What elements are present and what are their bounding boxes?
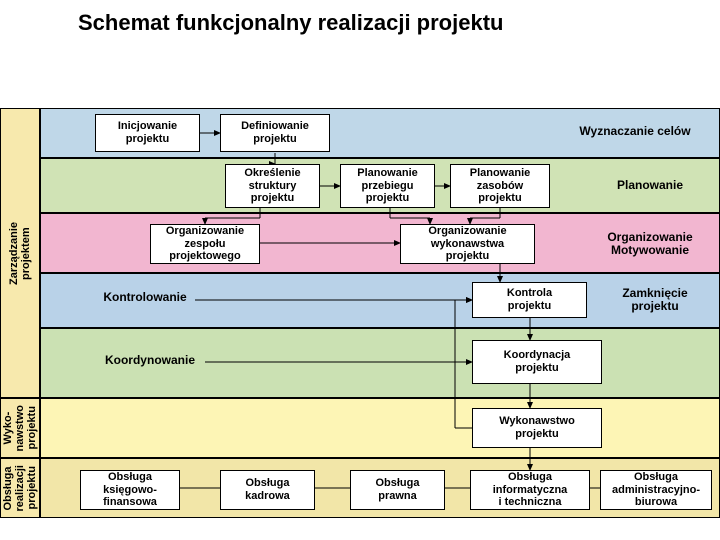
box-obsluga-admin: Obsługaadministracyjno-biurowa xyxy=(600,470,712,510)
box-koordynacja: Koordynacjaprojektu xyxy=(472,340,602,384)
sidebar-wykonawstwo: Wyko-nawstwoprojektu xyxy=(0,398,40,458)
sidebar-label: Wyko-nawstwoprojektu xyxy=(2,405,38,451)
box-org-wykonawstwa: Organizowaniewykonawstwaprojektu xyxy=(400,224,535,264)
box-org-zespolu: Organizowaniezespołuprojektowego xyxy=(150,224,260,264)
diagram-canvas: Zarządzanieprojektem Wyko-nawstwoprojekt… xyxy=(0,46,720,526)
label-kontrolowanie: Kontrolowanie xyxy=(90,286,200,310)
box-plan-przebiegu: Planowanieprzebieguprojektu xyxy=(340,164,435,208)
box-inicjowanie: Inicjowanieprojektu xyxy=(95,114,200,152)
sidebar-label: Zarządzanieprojektem xyxy=(8,222,32,285)
box-definiowanie: Definiowanieprojektu xyxy=(220,114,330,152)
box-okreslenie: Określeniestrukturyprojektu xyxy=(225,164,320,208)
page-title: Schemat funkcjonalny realizacji projektu xyxy=(0,0,720,46)
box-obsluga-ksiegowo: Obsługaksięgowo-finansowa xyxy=(80,470,180,510)
label-zamkniecie: Zamknięcieprojektu xyxy=(600,282,710,318)
box-obsluga-it: Obsługainformatycznai techniczna xyxy=(470,470,590,510)
label-koordynowanie: Koordynowanie xyxy=(90,346,210,376)
label-organizowanie: OrganizowanieMotywowanie xyxy=(590,224,710,264)
sidebar-obsluga: Obsługarealizacjiprojektu xyxy=(0,458,40,518)
box-plan-zasobow: Planowaniezasobówprojektu xyxy=(450,164,550,208)
sidebar-zarzadzanie: Zarządzanieprojektem xyxy=(0,108,40,398)
box-kontrola: Kontrolaprojektu xyxy=(472,282,587,318)
box-wykonawstwo: Wykonawstwoprojektu xyxy=(472,408,602,448)
label-wyznaczanie-celow: Wyznaczanie celów xyxy=(560,120,710,144)
box-obsluga-kadrowa: Obsługakadrowa xyxy=(220,470,315,510)
box-obsluga-prawna: Obsługaprawna xyxy=(350,470,445,510)
row-wykonawstwo-area xyxy=(40,398,720,458)
label-planowanie: Planowanie xyxy=(600,176,700,196)
sidebar-label: Obsługarealizacjiprojektu xyxy=(2,465,38,511)
